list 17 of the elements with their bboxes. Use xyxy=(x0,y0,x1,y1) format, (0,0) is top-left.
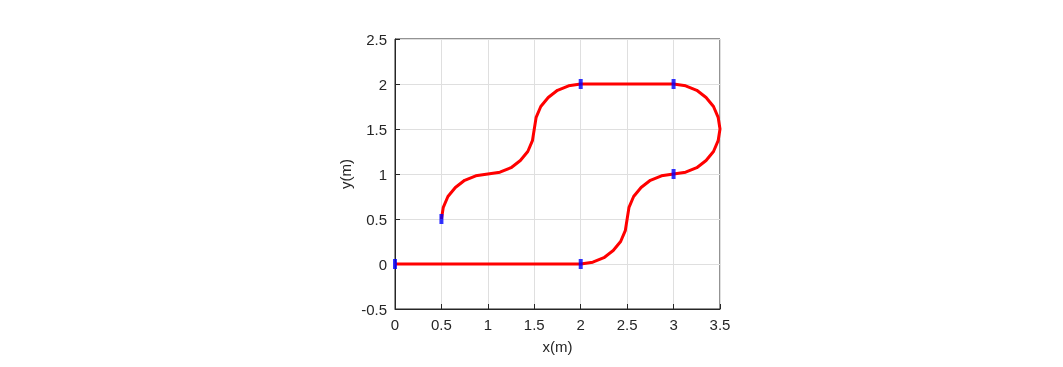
x-tick-label: 1 xyxy=(483,316,493,333)
x-tick-label: 0 xyxy=(390,316,400,333)
x-tick-label: 0.5 xyxy=(431,316,452,333)
x-tick-label: 2.5 xyxy=(616,316,638,333)
y-tick-label: 2 xyxy=(378,75,387,93)
y-tick-label: 1 xyxy=(378,165,387,183)
y-tick-label: 0.5 xyxy=(366,210,387,228)
x-tick-label: 3.5 xyxy=(709,316,731,333)
x-axis-title: x(m) xyxy=(542,338,573,355)
y-tick-label: 0 xyxy=(378,255,387,273)
y-tick-label: 2.5 xyxy=(366,30,387,48)
x-tick-label: 1.5 xyxy=(523,316,545,333)
x-tick-label: 2 xyxy=(576,316,585,333)
y-tick-label: 1.5 xyxy=(366,120,387,138)
y-axis-title: y(m) xyxy=(337,159,354,189)
y-tick-label: -0.5 xyxy=(361,300,387,318)
x-tick-label: 3 xyxy=(669,316,678,333)
